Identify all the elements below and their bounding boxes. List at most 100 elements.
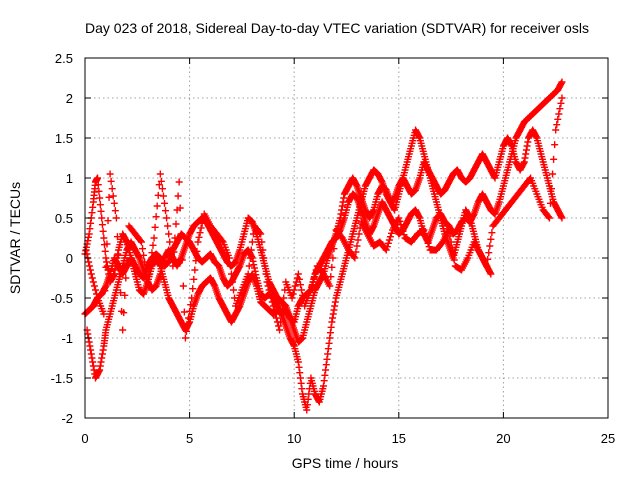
data-point bbox=[116, 270, 124, 278]
data-point bbox=[193, 247, 201, 255]
data-point bbox=[487, 270, 495, 278]
data-point bbox=[257, 230, 265, 238]
data-point bbox=[383, 243, 391, 251]
data-point bbox=[272, 314, 280, 322]
data-point bbox=[328, 263, 336, 271]
data-point bbox=[265, 286, 273, 294]
data-point bbox=[296, 281, 304, 289]
x-tick-label: 25 bbox=[601, 431, 615, 446]
data-point bbox=[166, 238, 174, 246]
data-point bbox=[261, 262, 269, 270]
data-point bbox=[112, 214, 120, 222]
data-point bbox=[486, 242, 494, 250]
y-axis-label: SDTVAR / TECUs bbox=[7, 182, 23, 294]
data-point bbox=[226, 262, 234, 270]
data-point bbox=[309, 278, 317, 286]
data-point bbox=[294, 270, 302, 278]
data-point bbox=[270, 306, 278, 314]
data-point bbox=[102, 263, 110, 271]
data-point bbox=[351, 254, 359, 262]
data-point bbox=[181, 334, 189, 342]
data-point bbox=[276, 326, 284, 334]
data-point bbox=[95, 187, 103, 195]
data-point bbox=[387, 229, 395, 237]
data-point bbox=[259, 246, 267, 254]
data-point bbox=[190, 275, 198, 283]
data-point bbox=[150, 234, 158, 242]
data-point bbox=[186, 307, 194, 315]
y-tick-label: -0.5 bbox=[51, 291, 73, 306]
data-point bbox=[269, 302, 277, 310]
x-tick-label: 5 bbox=[186, 431, 193, 446]
data-point bbox=[310, 274, 318, 282]
data-point bbox=[111, 207, 119, 215]
data-point bbox=[291, 282, 299, 290]
data-point bbox=[159, 192, 167, 200]
data-point bbox=[551, 141, 559, 149]
y-tick-label: 2.5 bbox=[55, 51, 73, 66]
data-point bbox=[354, 236, 362, 244]
data-point bbox=[174, 192, 182, 200]
x-axis-label: GPS time / hours bbox=[292, 455, 399, 471]
data-point bbox=[157, 177, 165, 185]
data-point bbox=[350, 253, 358, 261]
data-point bbox=[89, 278, 97, 286]
data-point bbox=[555, 110, 563, 118]
data-point bbox=[106, 170, 114, 178]
y-tick-label: -1.5 bbox=[51, 371, 73, 386]
data-point bbox=[487, 235, 495, 243]
y-tick-label: 2 bbox=[66, 91, 73, 106]
data-point bbox=[94, 174, 102, 182]
data-point bbox=[447, 238, 455, 246]
data-point bbox=[308, 282, 316, 290]
data-point bbox=[557, 99, 565, 107]
data-point bbox=[399, 227, 407, 235]
data-point bbox=[299, 291, 307, 299]
y-tick-label: -1 bbox=[61, 331, 73, 346]
data-point bbox=[268, 298, 276, 306]
data-point bbox=[450, 256, 458, 264]
data-point bbox=[88, 274, 96, 282]
data-point bbox=[218, 237, 226, 245]
data-point bbox=[149, 241, 157, 249]
data-point bbox=[256, 229, 264, 237]
data-point bbox=[176, 204, 184, 212]
data-point bbox=[137, 238, 145, 246]
data-point bbox=[225, 254, 233, 262]
data-point bbox=[384, 239, 392, 247]
data-point bbox=[90, 282, 98, 290]
data-point bbox=[136, 237, 144, 245]
data-point bbox=[423, 236, 431, 244]
data-point bbox=[194, 238, 202, 246]
data-point bbox=[163, 214, 171, 222]
data-point bbox=[158, 185, 166, 193]
data-point bbox=[197, 224, 205, 232]
data-point bbox=[230, 286, 238, 294]
data-point bbox=[164, 222, 172, 230]
data-point bbox=[262, 270, 270, 278]
data-marks bbox=[81, 78, 566, 414]
data-point bbox=[140, 251, 148, 259]
data-point bbox=[119, 326, 127, 334]
data-point bbox=[103, 240, 111, 248]
data-point bbox=[550, 155, 558, 163]
data-point bbox=[396, 217, 404, 225]
data-point bbox=[280, 294, 288, 302]
series-trace-b bbox=[83, 126, 495, 382]
data-point bbox=[110, 199, 118, 207]
data-point bbox=[93, 290, 101, 298]
data-point bbox=[289, 290, 297, 298]
data-point bbox=[139, 245, 147, 253]
data-point bbox=[104, 217, 112, 225]
data-point bbox=[400, 231, 408, 239]
data-point bbox=[179, 282, 187, 290]
data-point bbox=[326, 282, 334, 290]
data-point bbox=[192, 257, 200, 265]
data-point bbox=[121, 291, 129, 299]
data-point bbox=[353, 242, 361, 250]
data-point bbox=[331, 235, 339, 243]
data-point bbox=[175, 178, 183, 186]
data-point bbox=[98, 221, 106, 229]
data-point bbox=[170, 248, 178, 256]
